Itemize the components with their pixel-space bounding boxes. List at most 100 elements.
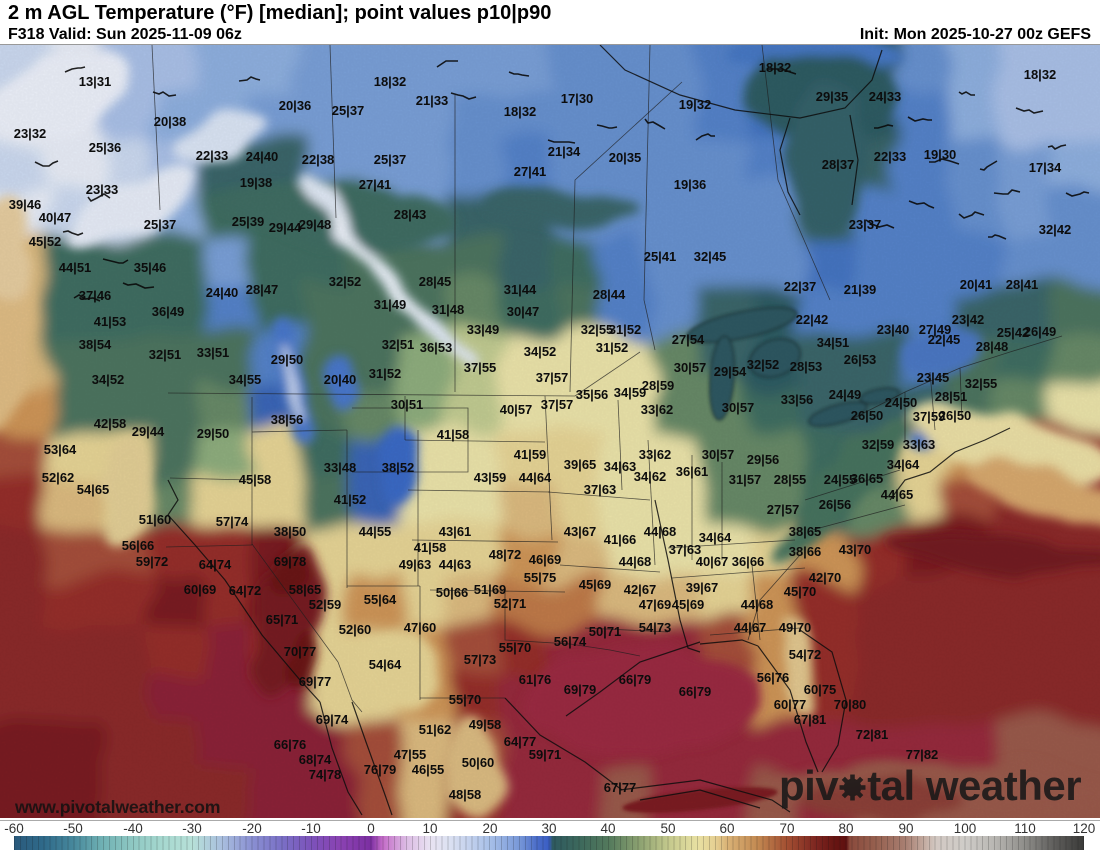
- svg-text:57|73: 57|73: [464, 652, 497, 667]
- svg-text:38|65: 38|65: [789, 524, 822, 539]
- svg-text:45|52: 45|52: [29, 234, 62, 249]
- svg-text:59|71: 59|71: [529, 747, 562, 762]
- svg-text:22|33: 22|33: [196, 148, 229, 163]
- svg-text:28|55: 28|55: [774, 472, 807, 487]
- svg-text:70|77: 70|77: [284, 644, 317, 659]
- svg-text:48|72: 48|72: [489, 547, 522, 562]
- svg-text:26|53: 26|53: [844, 352, 877, 367]
- svg-text:29|44: 29|44: [132, 424, 165, 439]
- svg-text:38|66: 38|66: [789, 544, 822, 559]
- svg-text:38|50: 38|50: [274, 524, 307, 539]
- svg-text:31|52: 31|52: [596, 340, 629, 355]
- svg-text:46|69: 46|69: [529, 552, 562, 567]
- svg-text:33|62: 33|62: [639, 447, 672, 462]
- svg-text:41|52: 41|52: [334, 492, 367, 507]
- svg-text:69|79: 69|79: [564, 682, 597, 697]
- svg-text:22|38: 22|38: [302, 152, 335, 167]
- svg-text:28|48: 28|48: [976, 339, 1009, 354]
- svg-text:52|60: 52|60: [339, 622, 372, 637]
- svg-text:18|32: 18|32: [374, 74, 407, 89]
- svg-text:54|73: 54|73: [639, 620, 672, 635]
- svg-text:68|74: 68|74: [299, 752, 332, 767]
- svg-text:27|54: 27|54: [672, 332, 705, 347]
- svg-text:20|38: 20|38: [154, 114, 187, 129]
- svg-text:35|56: 35|56: [576, 387, 609, 402]
- svg-text:51|62: 51|62: [419, 722, 452, 737]
- svg-text:23|33: 23|33: [86, 182, 119, 197]
- svg-text:23|32: 23|32: [14, 126, 47, 141]
- svg-text:56|66: 56|66: [122, 538, 155, 553]
- svg-text:29|54: 29|54: [714, 364, 747, 379]
- svg-text:39|46: 39|46: [9, 197, 42, 212]
- svg-text:49|58: 49|58: [469, 717, 502, 732]
- svg-text:57|74: 57|74: [216, 514, 249, 529]
- svg-text:33|48: 33|48: [324, 460, 357, 475]
- svg-text:43|59: 43|59: [474, 470, 507, 485]
- svg-text:64|72: 64|72: [229, 583, 262, 598]
- svg-text:26|49: 26|49: [1024, 324, 1057, 339]
- svg-text:49|70: 49|70: [779, 620, 812, 635]
- svg-text:38|52: 38|52: [382, 460, 415, 475]
- svg-text:37|46: 37|46: [79, 288, 112, 303]
- svg-text:55|70: 55|70: [499, 640, 532, 655]
- svg-text:20|40: 20|40: [324, 372, 357, 387]
- svg-text:74|78: 74|78: [309, 767, 342, 782]
- svg-text:17|30: 17|30: [561, 91, 594, 106]
- svg-text:52|71: 52|71: [494, 596, 527, 611]
- svg-text:23|37: 23|37: [849, 217, 882, 232]
- svg-text:25|42: 25|42: [997, 325, 1030, 340]
- svg-text:28|41: 28|41: [1006, 277, 1039, 292]
- svg-text:72|81: 72|81: [856, 727, 889, 742]
- svg-text:36|65: 36|65: [851, 471, 884, 486]
- svg-text:21|33: 21|33: [416, 93, 449, 108]
- svg-text:69|74: 69|74: [316, 712, 349, 727]
- svg-text:50|60: 50|60: [462, 755, 495, 770]
- svg-text:36|49: 36|49: [152, 304, 185, 319]
- svg-text:37|59: 37|59: [913, 409, 946, 424]
- svg-text:47|69: 47|69: [639, 597, 672, 612]
- svg-text:49|63: 49|63: [399, 557, 432, 572]
- svg-text:64|77: 64|77: [504, 734, 537, 749]
- svg-text:46|55: 46|55: [412, 762, 445, 777]
- svg-text:32|55: 32|55: [581, 322, 614, 337]
- svg-text:33|62: 33|62: [641, 402, 674, 417]
- svg-text:41|58: 41|58: [437, 427, 470, 442]
- svg-text:43|61: 43|61: [439, 524, 472, 539]
- svg-text:35|46: 35|46: [134, 260, 167, 275]
- svg-text:27|41: 27|41: [359, 177, 392, 192]
- svg-text:28|44: 28|44: [593, 287, 626, 302]
- svg-text:66|76: 66|76: [274, 737, 307, 752]
- svg-text:29|50: 29|50: [271, 352, 304, 367]
- svg-text:36|66: 36|66: [732, 554, 765, 569]
- svg-text:69|77: 69|77: [299, 674, 332, 689]
- svg-text:29|44: 29|44: [269, 220, 302, 235]
- svg-text:25|41: 25|41: [644, 249, 677, 264]
- svg-text:65|71: 65|71: [266, 612, 299, 627]
- svg-text:18|32: 18|32: [1024, 67, 1057, 82]
- svg-text:36|53: 36|53: [420, 340, 453, 355]
- svg-text:41|66: 41|66: [604, 532, 637, 547]
- svg-text:41|53: 41|53: [94, 314, 127, 329]
- svg-text:44|63: 44|63: [439, 557, 472, 572]
- svg-text:66|79: 66|79: [679, 684, 712, 699]
- svg-text:40|57: 40|57: [500, 402, 533, 417]
- svg-text:33|49: 33|49: [467, 322, 500, 337]
- svg-text:36|61: 36|61: [676, 464, 709, 479]
- svg-text:44|67: 44|67: [734, 620, 767, 635]
- svg-text:20|36: 20|36: [279, 98, 312, 113]
- svg-text:24|49: 24|49: [829, 387, 862, 402]
- svg-text:19|30: 19|30: [924, 147, 957, 162]
- svg-text:24|50: 24|50: [885, 395, 918, 410]
- svg-text:22|37: 22|37: [784, 279, 817, 294]
- svg-text:37|57: 37|57: [536, 370, 569, 385]
- svg-text:37|55: 37|55: [464, 360, 497, 375]
- svg-text:64|74: 64|74: [199, 557, 232, 572]
- svg-text:32|51: 32|51: [149, 347, 182, 362]
- svg-text:61|76: 61|76: [519, 672, 552, 687]
- svg-text:32|52: 32|52: [329, 274, 362, 289]
- svg-text:44|68: 44|68: [741, 597, 774, 612]
- svg-text:31|48: 31|48: [432, 302, 465, 317]
- svg-text:32|42: 32|42: [1039, 222, 1072, 237]
- svg-text:44|64: 44|64: [519, 470, 552, 485]
- svg-text:27|49: 27|49: [919, 322, 952, 337]
